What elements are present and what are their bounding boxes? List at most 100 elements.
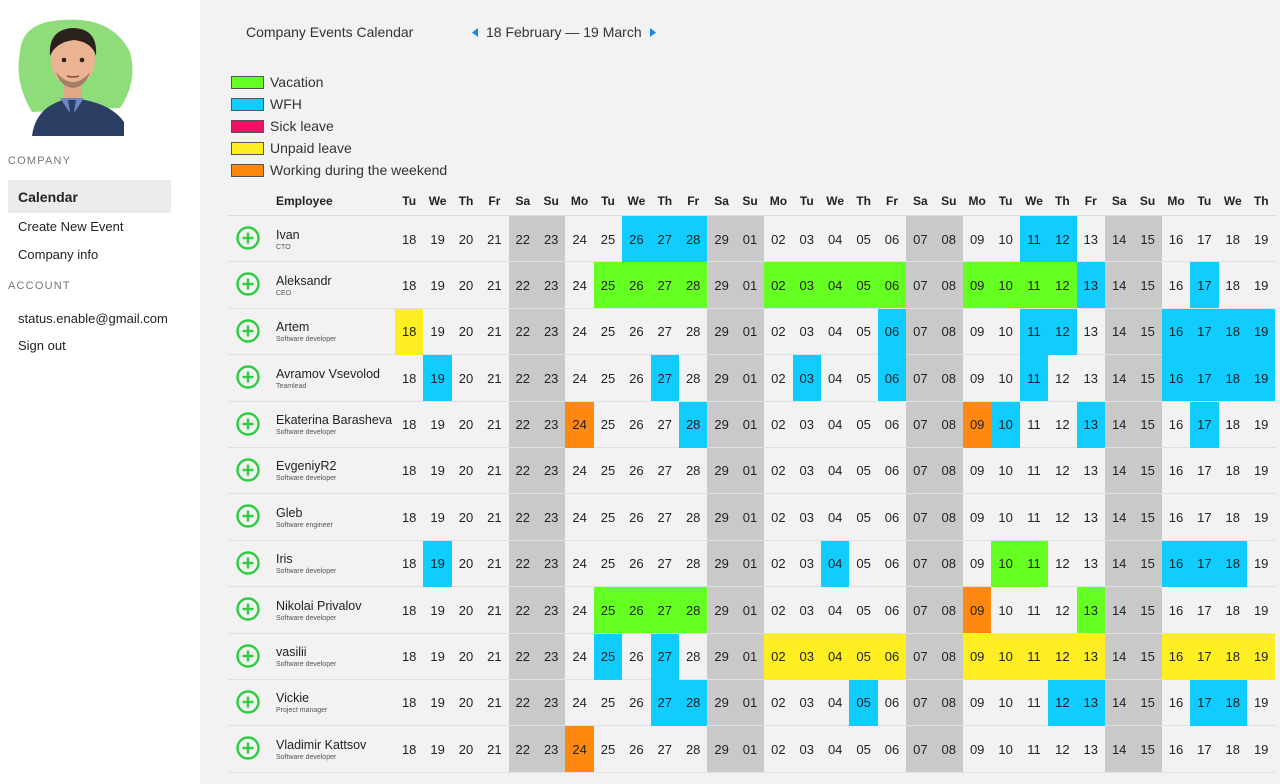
day-cell[interactable]: 12 [1055, 556, 1070, 572]
day-cell[interactable]: 01 [742, 417, 758, 433]
day-cell[interactable]: 03 [799, 509, 815, 525]
day-cell[interactable]: 21 [487, 602, 502, 618]
day-cell[interactable]: 21 [487, 417, 502, 433]
sidebar-item-company-info[interactable]: Company info [18, 247, 99, 262]
day-cell[interactable]: 14 [1111, 370, 1127, 386]
day-cell[interactable]: 02 [771, 741, 786, 757]
day-cell[interactable]: 25 [600, 509, 616, 525]
day-cell[interactable]: 02 [771, 556, 786, 572]
day-cell[interactable]: 23 [543, 509, 559, 525]
day-cell[interactable]: 24 [572, 463, 587, 479]
day-cell[interactable]: 21 [487, 463, 502, 479]
day-cell[interactable]: 27 [657, 741, 673, 757]
day-cell-event[interactable]: 03 [792, 262, 821, 309]
day-cell-event[interactable]: 02 [764, 262, 793, 309]
day-cell[interactable]: 01 [742, 231, 758, 247]
day-cell-event[interactable]: 09 [963, 587, 992, 634]
day-cell[interactable]: 02 [771, 509, 786, 525]
day-cell[interactable]: 18 [1225, 463, 1241, 479]
day-cell-event[interactable]: 24 [565, 401, 594, 448]
day-cell[interactable]: 08 [941, 231, 957, 247]
day-cell[interactable]: 24 [572, 370, 587, 386]
day-cell[interactable]: 13 [1083, 556, 1099, 572]
day-cell-event[interactable]: 16 [1161, 308, 1191, 355]
day-cell[interactable]: 26 [629, 556, 644, 572]
add-event-icon[interactable] [236, 226, 260, 250]
day-cell-event[interactable]: 10 [991, 540, 1020, 587]
day-cell[interactable]: 12 [1055, 509, 1070, 525]
day-cell[interactable]: 23 [543, 231, 559, 247]
add-event-icon[interactable] [236, 458, 260, 482]
day-cell[interactable]: 07 [913, 370, 928, 386]
day-cell[interactable]: 25 [600, 231, 616, 247]
day-cell[interactable]: 19 [1253, 509, 1269, 525]
day-cell-event[interactable]: 03 [792, 355, 821, 402]
day-cell[interactable]: 11 [1027, 417, 1041, 433]
day-cell[interactable]: 07 [913, 463, 928, 479]
day-cell[interactable]: 25 [600, 417, 616, 433]
day-cell[interactable]: 16 [1168, 509, 1184, 525]
day-cell[interactable]: 09 [969, 556, 985, 572]
day-cell[interactable]: 28 [685, 324, 701, 340]
day-cell[interactable]: 10 [998, 509, 1013, 525]
day-cell[interactable]: 14 [1111, 277, 1127, 293]
day-cell[interactable]: 14 [1111, 231, 1127, 247]
day-cell[interactable]: 02 [771, 602, 786, 618]
day-cell[interactable]: 10 [998, 324, 1013, 340]
day-cell[interactable]: 03 [799, 741, 815, 757]
day-cell[interactable]: 29 [714, 324, 729, 340]
day-cell[interactable]: 29 [714, 231, 729, 247]
day-cell[interactable]: 01 [742, 370, 758, 386]
day-cell-event[interactable]: 27 [650, 679, 679, 726]
day-cell[interactable]: 15 [1140, 556, 1155, 572]
day-cell[interactable]: 07 [913, 417, 928, 433]
day-cell-event[interactable]: 12 [1048, 633, 1077, 680]
day-cell[interactable]: 12 [1055, 370, 1070, 386]
day-cell[interactable]: 22 [515, 417, 531, 433]
day-cell[interactable]: 17 [1197, 509, 1212, 525]
day-cell-event[interactable]: 06 [877, 355, 907, 402]
day-cell[interactable]: 23 [543, 417, 559, 433]
day-cell[interactable]: 14 [1111, 417, 1127, 433]
day-cell[interactable]: 18 [1225, 277, 1241, 293]
day-cell-event[interactable]: 19 [1247, 355, 1276, 402]
day-cell[interactable]: 16 [1168, 417, 1184, 433]
day-cell[interactable]: 25 [600, 370, 616, 386]
day-cell-event[interactable]: 09 [963, 633, 992, 680]
day-cell[interactable]: 05 [856, 231, 871, 247]
day-cell[interactable]: 22 [515, 231, 531, 247]
day-cell[interactable]: 08 [941, 556, 957, 572]
day-cell[interactable]: 07 [913, 649, 928, 665]
prev-period-icon[interactable] [470, 25, 480, 39]
day-cell[interactable]: 28 [685, 509, 701, 525]
day-cell[interactable]: 21 [487, 277, 502, 293]
day-cell-event[interactable]: 13 [1076, 262, 1105, 309]
day-cell[interactable]: 24 [572, 556, 587, 572]
day-cell[interactable]: 06 [884, 417, 900, 433]
day-cell[interactable]: 01 [742, 741, 758, 757]
day-cell[interactable]: 21 [487, 741, 502, 757]
next-period-icon[interactable] [648, 25, 658, 39]
day-cell-event[interactable]: 27 [650, 262, 679, 309]
day-cell[interactable]: 10 [998, 463, 1013, 479]
day-cell[interactable]: 20 [458, 556, 474, 572]
day-cell[interactable]: 08 [941, 509, 957, 525]
day-cell-event[interactable]: 11 [1019, 308, 1049, 355]
day-cell[interactable]: 20 [458, 370, 474, 386]
day-cell[interactable]: 15 [1140, 602, 1155, 618]
day-cell-event[interactable]: 09 [963, 262, 992, 309]
sidebar-item-sign-out[interactable]: Sign out [18, 338, 66, 353]
day-cell[interactable]: 02 [771, 370, 786, 386]
day-cell[interactable]: 10 [998, 695, 1013, 711]
day-cell-event[interactable]: 06 [877, 633, 907, 680]
day-cell[interactable]: 18 [1225, 231, 1241, 247]
day-cell[interactable]: 06 [884, 602, 900, 618]
day-cell[interactable]: 24 [572, 231, 587, 247]
day-cell[interactable]: 17 [1197, 231, 1212, 247]
day-cell[interactable]: 22 [515, 741, 531, 757]
day-cell[interactable]: 14 [1111, 463, 1127, 479]
day-cell-event[interactable]: 06 [877, 262, 907, 309]
day-cell[interactable]: 16 [1168, 231, 1184, 247]
day-cell-event[interactable]: 16 [1161, 355, 1191, 402]
day-cell[interactable]: 17 [1197, 463, 1212, 479]
